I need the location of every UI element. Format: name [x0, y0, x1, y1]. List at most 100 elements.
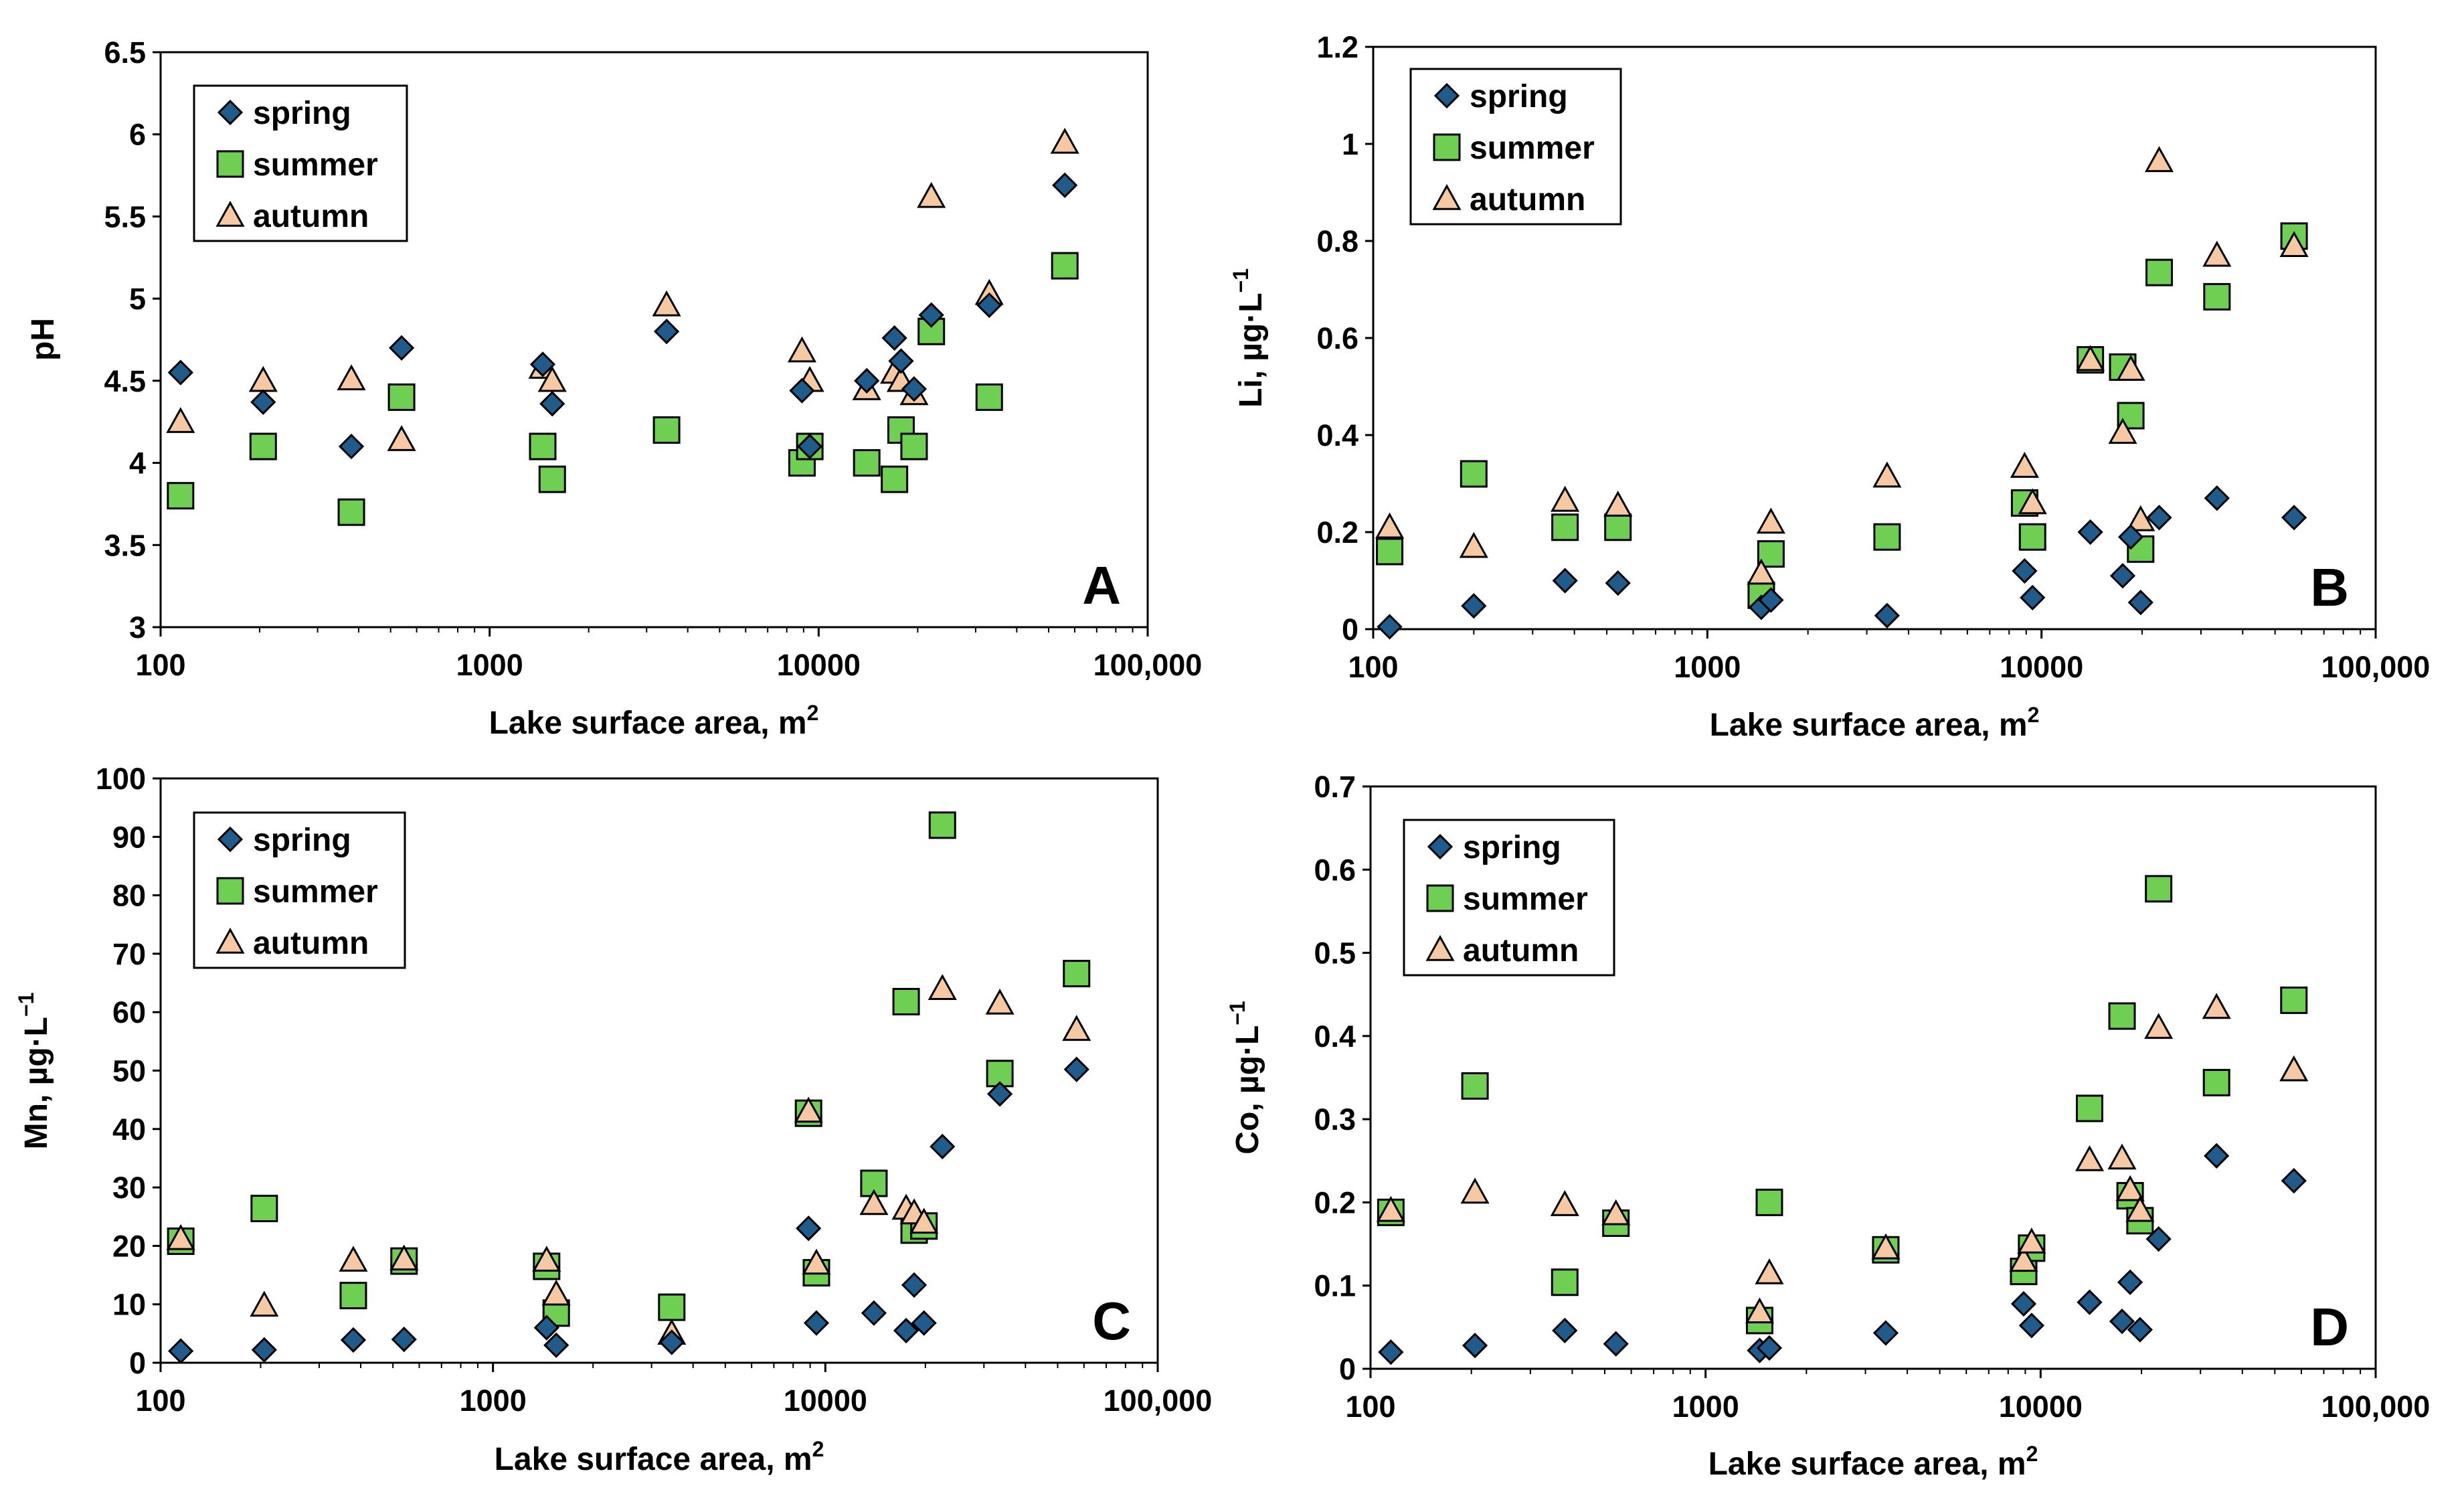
autumn-point	[166, 1224, 195, 1250]
spring-point	[1552, 568, 1578, 594]
spring-point	[796, 433, 823, 460]
legend: spring summer autumn	[1403, 819, 1615, 977]
spring-point	[391, 1326, 417, 1353]
spring-point	[918, 302, 944, 328]
legend-spring-label: spring	[253, 96, 351, 131]
autumn-point	[1050, 127, 1079, 154]
y-tick-label: 60	[112, 995, 146, 1029]
summer-point	[1051, 252, 1079, 280]
summer-point	[1873, 523, 1901, 551]
spring-point	[653, 319, 680, 345]
autumn-point	[794, 1096, 823, 1123]
autumn-point	[917, 181, 946, 208]
autumn-point	[337, 364, 366, 391]
series-autumn	[1376, 993, 2309, 1324]
panel-label: C	[1092, 1291, 1131, 1351]
spring-point	[338, 433, 365, 460]
spring-point	[2145, 1226, 2172, 1252]
spring-point	[2012, 558, 2038, 584]
spring-point	[901, 376, 928, 402]
spring-point	[2077, 519, 2103, 546]
autumn-point	[2018, 488, 2047, 515]
legend-spring-marker	[217, 99, 244, 126]
summer-point	[538, 465, 566, 493]
y-tick-label: 5.5	[104, 199, 146, 234]
x-tick-label: 100,000	[2321, 650, 2431, 684]
x-tick-label: 1000	[460, 1383, 527, 1418]
autumn-point	[2116, 355, 2145, 381]
spring-point	[658, 1329, 685, 1355]
autumn-point	[2126, 505, 2155, 531]
autumn-point	[387, 425, 416, 451]
x-tick-label: 100,000	[1093, 648, 1203, 682]
x-tick-label: 100	[135, 1383, 185, 1418]
spring-point	[2018, 1313, 2045, 1339]
autumn-point	[1062, 1015, 1091, 1041]
summer-point	[1755, 1188, 1783, 1216]
y-tick-label: 0.1	[1314, 1269, 1356, 1303]
autumn-point	[1755, 1258, 1784, 1284]
autumn-point	[1375, 512, 1405, 539]
y-tick-label: 80	[112, 879, 146, 913]
summer-point	[2018, 523, 2046, 551]
summer-point	[2203, 282, 2231, 311]
autumn-point	[2144, 1013, 2174, 1039]
legend-autumn-marker	[1432, 183, 1462, 210]
spring-point	[2127, 1317, 2153, 1343]
summer-point	[529, 432, 557, 460]
y-tick-label: 0.4	[1314, 1019, 1356, 1054]
y-tick-label: 0.2	[1314, 1185, 1356, 1220]
autumn-point	[1745, 1297, 1775, 1324]
spring-point	[1377, 614, 1403, 640]
spring-point	[1378, 1339, 1404, 1365]
y-tick-label: 90	[112, 820, 146, 854]
summer-point	[1461, 1072, 1489, 1100]
y-tick-label: 0.6	[1314, 853, 1356, 887]
spring-point	[1756, 1335, 1783, 1361]
legend-spring-marker	[217, 826, 244, 853]
y-axis-title: Co, µg·L−1	[1225, 1001, 1265, 1154]
legend-summer-label: summer	[1463, 882, 1588, 917]
summer-point	[1551, 513, 1579, 541]
autumn-point	[1871, 1233, 1901, 1260]
autumn-point	[2017, 1228, 2046, 1254]
x-tick-label: 1000	[456, 648, 523, 682]
spring-point	[1063, 1056, 1089, 1082]
legend-autumn-label: autumn	[1463, 933, 1579, 969]
legend-autumn-label: autumn	[1470, 182, 1585, 218]
y-tick-label: 3.5	[104, 528, 146, 562]
autumn-point	[250, 1290, 279, 1317]
spring-point	[930, 1133, 956, 1160]
spring-point	[901, 1272, 928, 1298]
y-axis-title: pH	[25, 318, 61, 361]
panel-d: 0 0.1 0.2 0.3 0.4 0.5 0.6 0.7 100 1000 10000 100,00…	[1225, 770, 2430, 1482]
spring-point	[2109, 563, 2136, 589]
summer-point	[337, 498, 365, 526]
y-tick-label: 70	[112, 937, 146, 971]
autumn-point	[1872, 461, 1902, 488]
spring-point	[796, 1215, 822, 1242]
y-tick-label: 10	[112, 1288, 146, 1322]
x-tick-label: 100,000	[1104, 1383, 1213, 1418]
spring-point	[976, 292, 1002, 319]
autumn-point	[2115, 1175, 2145, 1201]
spring-point	[2109, 1309, 2135, 1335]
summer-point	[853, 449, 881, 477]
legend: spring summer autumn	[193, 84, 408, 242]
summer-point	[1460, 460, 1488, 488]
summer-point	[339, 1282, 367, 1310]
autumn-point	[2125, 1195, 2155, 1222]
legend-summer-marker	[216, 150, 244, 178]
spring-point	[529, 351, 556, 378]
spring-point	[911, 1310, 937, 1336]
autumn-point	[2144, 146, 2174, 173]
y-axis-title: Mn, µg·L−1	[14, 993, 54, 1150]
y-tick-label: 100	[96, 762, 146, 796]
summer-point	[387, 383, 416, 411]
spring-point	[1603, 1331, 1629, 1357]
y-tick-label: 4.5	[104, 364, 146, 398]
spring-point	[2281, 505, 2307, 531]
autumn-point	[2202, 993, 2231, 1019]
spring-point	[2020, 584, 2046, 610]
legend-summer-marker	[1426, 884, 1454, 912]
